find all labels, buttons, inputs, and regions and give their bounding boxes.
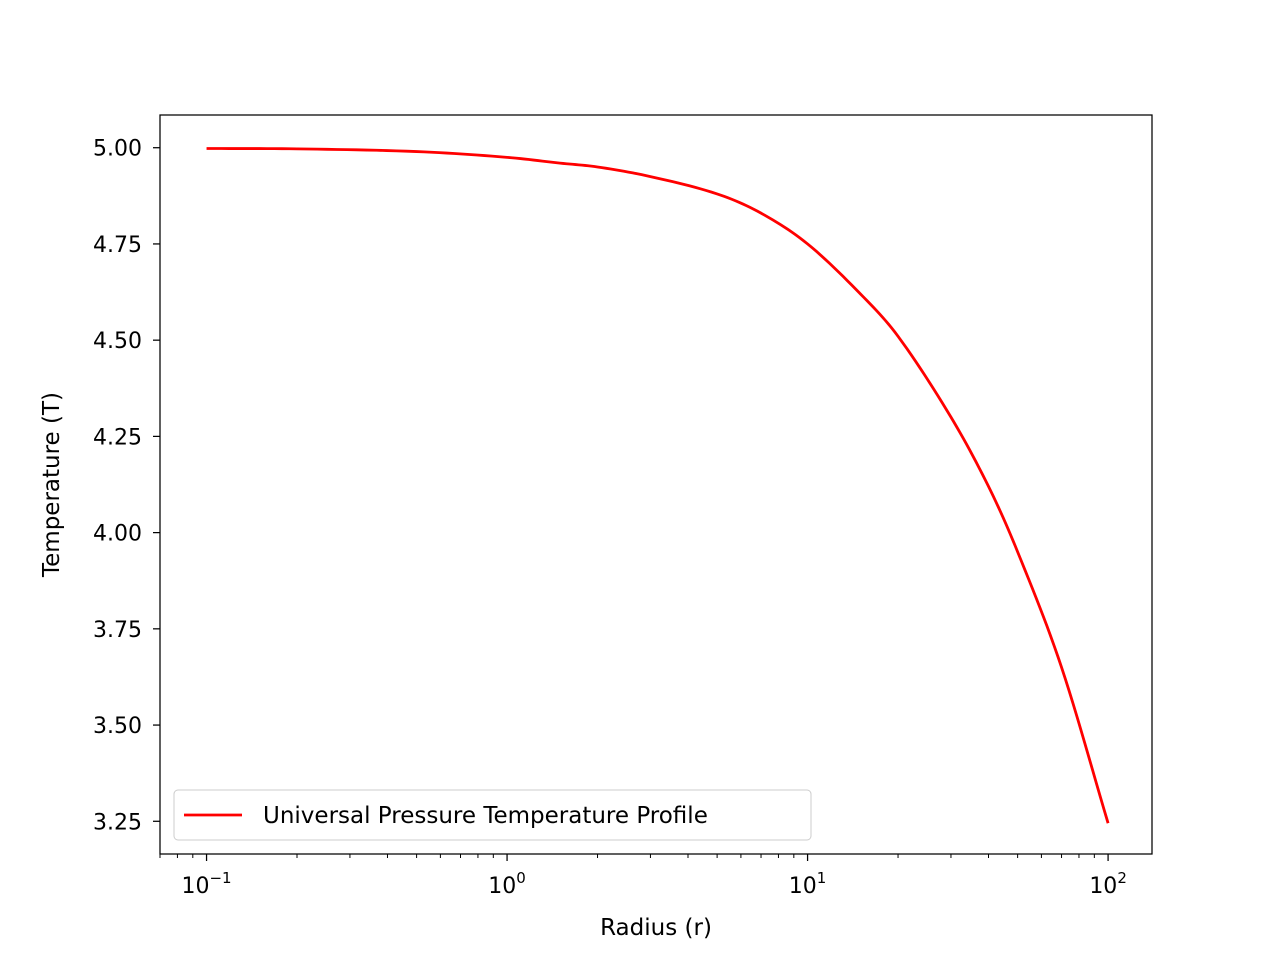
- series-layer: [206, 147, 1110, 824]
- x-tick-label: 100: [488, 869, 526, 899]
- series-line: [206, 147, 1110, 824]
- x-axis-title: Radius (r): [600, 915, 712, 941]
- x-tick-label: 101: [789, 869, 827, 899]
- legend-box: [173, 789, 812, 841]
- y-tick-label: 3.25: [93, 810, 142, 835]
- x-tick-label: 10−1: [181, 869, 231, 899]
- x-minor-ticks: [159, 854, 1095, 858]
- x-tick-label: 102: [1089, 869, 1127, 899]
- legend: Universal Pressure Temperature Profile: [173, 789, 812, 841]
- y-tick-label: 3.50: [93, 714, 142, 739]
- y-tick-label: 5.00: [93, 137, 142, 162]
- y-tick-label: 4.25: [93, 425, 142, 450]
- y-tick-label: 3.75: [93, 618, 142, 643]
- y-tick-label: 4.75: [93, 233, 142, 258]
- y-axis-title: Temperature (T): [39, 392, 65, 578]
- plot-area-frame: [159, 114, 1153, 855]
- y-tick-label: 4.00: [93, 522, 142, 547]
- y-tick-label: 4.50: [93, 329, 142, 354]
- x-axis-ticks: 10−1 100 101 102: [181, 854, 1127, 899]
- y-axis-ticks: 5.00 4.75 4.50 4.25 4.00 3.75 3.50 3.25: [93, 137, 160, 835]
- legend-label: Universal Pressure Temperature Profile: [263, 803, 708, 829]
